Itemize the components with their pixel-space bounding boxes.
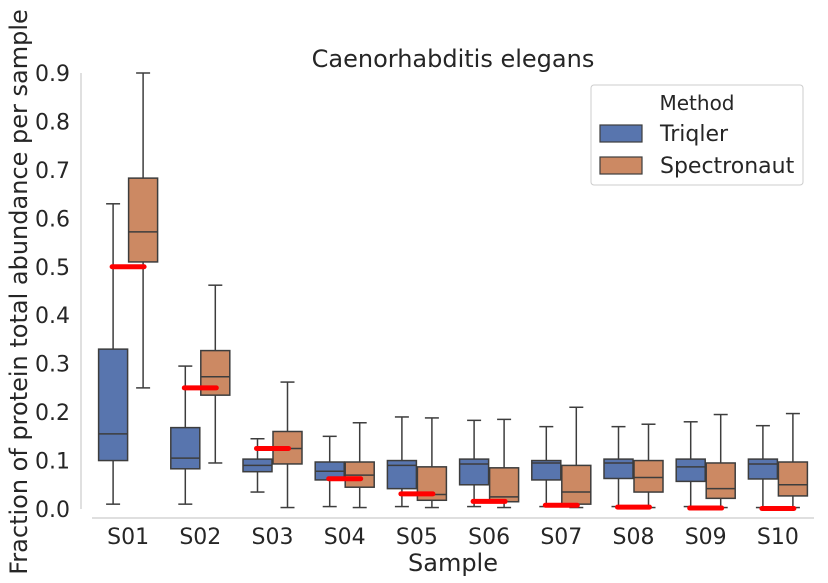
x-tick-label: S09 (685, 525, 727, 550)
box-triqler-s09 (675, 421, 706, 508)
x-ticks: S01 S02 S03 S04 S05 S06 S07 S08 S09 S10 (107, 525, 799, 550)
box-spectronaut-s02 (200, 284, 231, 464)
box-triqler-s06 (458, 419, 490, 508)
y-tick-label: 0.8 (35, 110, 70, 135)
x-tick-label: S03 (252, 525, 294, 550)
box-body (747, 458, 779, 480)
box-body (777, 461, 809, 497)
legend-frame (590, 84, 804, 186)
box-body (458, 458, 490, 486)
box-triqler-s08 (603, 425, 634, 508)
x-axis-label: Sample (408, 549, 498, 577)
chart-title: Caenorhabditis elegans (312, 45, 595, 73)
y-ticks: 0.0 0.1 0.2 0.3 0.4 0.5 0.6 0.7 0.8 0.9 (35, 62, 70, 523)
legend-swatch-triqler (599, 124, 643, 143)
box-triqler-s10 (747, 424, 779, 509)
box-spectronaut-s10 (777, 412, 809, 509)
box-body (561, 464, 592, 505)
x-tick-label: S08 (613, 525, 655, 550)
reference-marks (109, 264, 797, 512)
y-tick-label: 0.5 (35, 256, 70, 281)
x-tick-label: S10 (757, 525, 799, 550)
x-tick-label: S06 (468, 525, 510, 550)
y-tick-label: 0.9 (35, 62, 70, 87)
legend: Method Triqler Spectronaut (590, 84, 804, 186)
legend-label-spectronaut: Spectronaut (660, 154, 795, 179)
x-tick-label: S07 (540, 525, 582, 550)
y-tick-label: 0.7 (35, 159, 70, 184)
legend-label-triqler: Triqler (659, 122, 729, 147)
box-triqler-s02 (170, 365, 201, 505)
box-body (170, 426, 201, 470)
y-tick-label: 0.6 (35, 207, 70, 232)
box-spectronaut-s01 (127, 72, 159, 389)
y-tick-label: 0.2 (35, 401, 70, 426)
x-tick-label: S01 (107, 525, 149, 550)
box-spectronaut-s03 (272, 381, 303, 509)
box-body (633, 459, 664, 493)
x-tick-label: S04 (324, 525, 366, 550)
box-triqler-s04 (314, 435, 345, 508)
y-tick-label: 0.1 (35, 450, 70, 475)
y-axis-label: Fraction of protein total abundance per … (5, 9, 33, 575)
box-triqler-s01 (97, 203, 129, 505)
box-body (127, 177, 159, 263)
legend-swatch-spectronaut (599, 156, 643, 175)
x-tick-label: S05 (396, 525, 438, 550)
box-triqler-s07 (531, 425, 562, 508)
box-spectronaut-s04 (344, 422, 375, 509)
y-tick-label: 0.0 (35, 498, 70, 523)
box-spectronaut-s08 (633, 423, 664, 509)
y-tick-label: 0.4 (35, 304, 70, 329)
box-body (705, 462, 736, 500)
legend-title: Method (659, 91, 734, 115)
box-body (97, 348, 129, 462)
y-tick-label: 0.3 (35, 353, 70, 378)
boxes (97, 72, 809, 509)
box-spectronaut-s07 (561, 406, 592, 509)
box-spectronaut-s06 (488, 418, 520, 509)
box-body (675, 458, 706, 483)
box-spectronaut-s09 (705, 413, 736, 509)
box-triqler-s03 (242, 438, 273, 493)
box-body (603, 458, 634, 480)
box-body (531, 459, 562, 481)
x-tick-label: S02 (179, 525, 221, 550)
